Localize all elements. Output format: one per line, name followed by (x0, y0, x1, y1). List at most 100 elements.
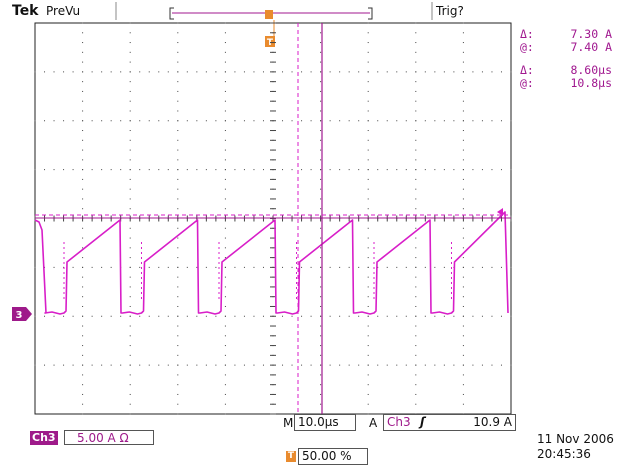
graticule-dot (500, 266, 502, 268)
graticule-dot (91, 364, 93, 366)
graticule-dot (320, 130, 322, 132)
graticule-dot (224, 188, 226, 190)
graticule-dot (453, 120, 455, 122)
graticule-dot (110, 364, 112, 366)
graticule-dot (320, 364, 322, 366)
graticule-dot (500, 71, 502, 73)
graticule-dot (129, 149, 131, 151)
graticule-dot (367, 130, 369, 132)
graticule-dot (129, 237, 131, 239)
graticule-dot (415, 22, 417, 24)
graticule-dot (415, 208, 417, 210)
graticule-dot (224, 237, 226, 239)
cursor-delta-label: Δ: (520, 27, 534, 41)
graticule-dot (320, 393, 322, 395)
graticule-dot (205, 120, 207, 122)
graticule-dot (63, 315, 65, 317)
graticule-dot (320, 178, 322, 180)
graticule-dot (367, 198, 369, 200)
graticule-dot (177, 100, 179, 102)
graticule-dot (224, 276, 226, 278)
date-text: 11 Nov 2006 (537, 432, 614, 446)
graticule-dot (320, 266, 322, 268)
graticule-dot (367, 325, 369, 327)
graticule-dot (367, 149, 369, 151)
graticule-dot (320, 61, 322, 63)
graticule-dot (91, 315, 93, 317)
graticule-dot (129, 315, 131, 317)
graticule-dot (500, 315, 502, 317)
graticule-dot (262, 71, 264, 73)
graticule-dot (291, 71, 293, 73)
ch3-badge[interactable]: Ch3 (30, 431, 58, 445)
graticule-dot (215, 364, 217, 366)
graticule-dot (282, 266, 284, 268)
graticule-dot (34, 364, 36, 366)
graticule-dot (129, 257, 131, 259)
graticule-dot (367, 257, 369, 259)
graticule-dot (462, 345, 464, 347)
graticule-dot (129, 325, 131, 327)
ch3-ground-marker[interactable]: 3 (12, 307, 32, 321)
graticule-dot (367, 354, 369, 356)
graticule-dot (424, 71, 426, 73)
graticule-dot (139, 266, 141, 268)
graticule-dot (462, 384, 464, 386)
graticule-dot (415, 354, 417, 356)
graticule-dot (243, 120, 245, 122)
graticule-dot (224, 198, 226, 200)
trigger-position-readout[interactable]: 50.00 % (298, 448, 368, 465)
graticule-dot (367, 384, 369, 386)
graticule-dot (291, 120, 293, 122)
graticule-dot (148, 266, 150, 268)
graticule-dot (320, 247, 322, 249)
graticule-dot (443, 364, 445, 366)
graticule-dot (367, 81, 369, 83)
graticule-dot (320, 208, 322, 210)
graticule-dot (320, 198, 322, 200)
graticule-dot (224, 130, 226, 132)
graticule-dot (367, 90, 369, 92)
graticule-dot (320, 139, 322, 141)
graticule-dot (462, 159, 464, 161)
graticule-dot (129, 393, 131, 395)
graticule-dot (196, 364, 198, 366)
cursor-amplitude-delta: 7.30 A (570, 27, 612, 41)
graticule-dot (367, 51, 369, 53)
graticule-dot (377, 71, 379, 73)
trigger-readout-box[interactable]: Ch3 ʃ 10.9 A (383, 414, 516, 431)
graticule-dot (405, 364, 407, 366)
ch3-vertical-scale[interactable]: 5.00 A Ω (64, 430, 154, 445)
timebase-readout[interactable]: 10.0µs (294, 414, 356, 431)
graticule-dot (453, 71, 455, 73)
graticule-dot (415, 81, 417, 83)
graticule-dot (443, 120, 445, 122)
graticule-dot (462, 257, 464, 259)
graticule-dot (301, 266, 303, 268)
graticule-dot (224, 159, 226, 161)
graticule-dot (320, 384, 322, 386)
graticule-dot (82, 120, 84, 122)
graticule-dot (139, 71, 141, 73)
cursor-time-at: 10.8µs (570, 76, 612, 90)
graticule-dot (396, 71, 398, 73)
graticule-dot (320, 81, 322, 83)
cursor-at-label: @: (520, 76, 534, 90)
graticule-dot (329, 364, 331, 366)
waveform-arrow-icon (497, 208, 503, 216)
graticule-dot (224, 257, 226, 259)
graticule-dot (310, 71, 312, 73)
graticule-dot (224, 178, 226, 180)
graticule-dot (177, 188, 179, 190)
graticule-dot (34, 71, 36, 73)
graticule-dot (339, 120, 341, 122)
graticule-dot (186, 364, 188, 366)
graticule-dot (82, 32, 84, 34)
graticule-dot (82, 110, 84, 112)
graticule-dot (510, 364, 512, 366)
graticule-dot (282, 71, 284, 73)
ch3-waveform (34, 211, 509, 315)
graticule-dot (367, 139, 369, 141)
graticule-dot (72, 120, 74, 122)
graticule-dot (177, 335, 179, 337)
